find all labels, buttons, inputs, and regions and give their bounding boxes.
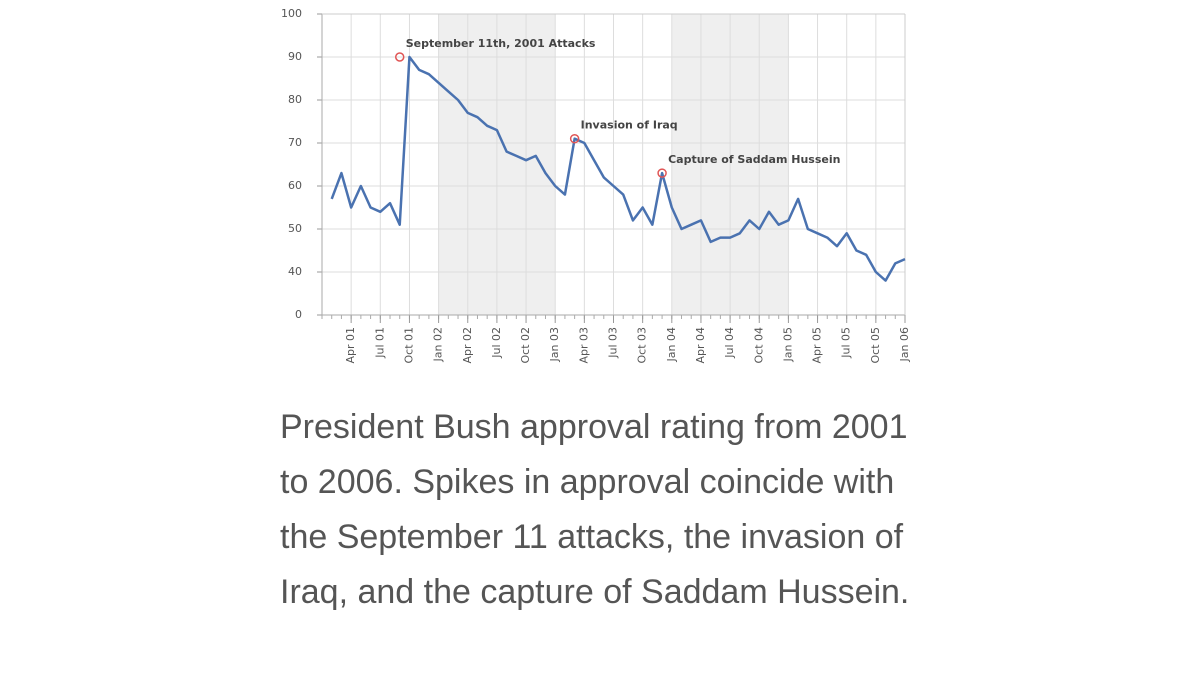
x-tick-label: Jan 02 <box>432 327 445 362</box>
x-tick-label: Jul 02 <box>490 327 503 359</box>
annotation-label: September 11th, 2001 Attacks <box>406 37 596 50</box>
x-tick-label: Jul 04 <box>723 327 736 359</box>
annotation-label: Invasion of Iraq <box>581 119 678 132</box>
x-tick-label: Oct 01 <box>402 327 415 364</box>
line-series <box>330 55 906 282</box>
y-tick-label: 80 <box>288 93 302 106</box>
x-tick-label: Jul 03 <box>607 327 620 359</box>
y-tick-label: 60 <box>288 179 302 192</box>
x-tick-label: Apr 01 <box>344 327 357 364</box>
y-tick-label: 0 <box>295 308 302 321</box>
x-tick-label: Jan 06 <box>898 327 911 362</box>
y-tick-label: 100 <box>281 7 302 20</box>
x-tick-label: Jan 05 <box>781 327 794 362</box>
x-tick-label: Oct 04 <box>752 327 765 364</box>
x-tick-label: Jul 05 <box>840 327 853 359</box>
y-tick-label: 90 <box>288 50 302 63</box>
x-tick-label: Apr 03 <box>577 327 590 364</box>
x-tick-label: Jan 03 <box>548 327 561 362</box>
caption: President Bush approval rating from 2001… <box>280 408 910 611</box>
x-tick-label: Apr 02 <box>461 327 474 364</box>
y-tick-label: 50 <box>288 222 302 235</box>
annotation-marker <box>569 133 580 144</box>
x-tick-label: Jan 04 <box>665 327 678 362</box>
x-tick-label: Oct 02 <box>519 327 532 364</box>
x-tick-label: Apr 04 <box>694 327 707 364</box>
annotation-marker <box>657 168 667 178</box>
annotation-marker <box>394 52 405 62</box>
x-tick-label: Oct 03 <box>636 327 649 364</box>
chart: 0 40 50 60 70 80 90 100 Apr 01 Jul 01 Oct 01 Jan 02… <box>281 7 911 364</box>
x-tick-label: Apr 05 <box>811 327 824 364</box>
x-tick-label: Jul 01 <box>373 327 386 359</box>
y-tick-label: 40 <box>288 265 302 278</box>
y-tick-label: 70 <box>288 136 302 149</box>
x-tick-label: Oct 05 <box>869 327 882 364</box>
annotation-label: Capture of Saddam Hussein <box>668 153 840 166</box>
